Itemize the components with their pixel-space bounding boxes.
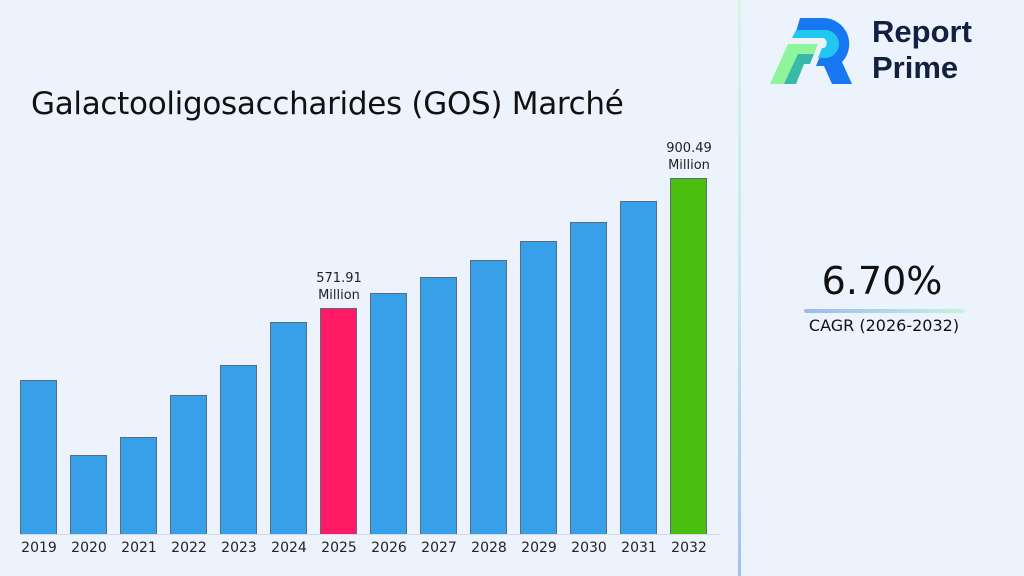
x-tick-label: 2032	[671, 540, 707, 556]
x-tick-label: 2025	[321, 540, 357, 556]
value-label-2025: 571.91 Million	[316, 271, 362, 303]
x-tick-label: 2029	[521, 540, 557, 556]
bar-2020	[70, 455, 107, 534]
bar-2023	[220, 365, 257, 534]
bar-2026	[370, 293, 407, 534]
bar-2022	[170, 395, 207, 534]
bar-2031	[620, 201, 657, 534]
x-tick-label: 2021	[121, 540, 157, 556]
bar-2030	[570, 222, 607, 534]
report-prime-logo-icon	[770, 18, 852, 84]
cagr-label: CAGR (2026-2032)	[808, 316, 960, 335]
value-label-2032: 900.49 Million	[666, 141, 712, 173]
x-tick-label: 2024	[271, 540, 307, 556]
cagr-value: 6.70%	[821, 259, 943, 303]
bar-chart: 2019 2020 2021 2022 2023 2024 2025 571.91 Millio…	[14, 140, 726, 576]
x-tick-label: 2019	[21, 540, 57, 556]
chart-title: Galactooligosaccharides (GOS) Marché	[31, 86, 624, 122]
brand-line-2: Prime	[872, 50, 959, 85]
x-axis-line	[20, 534, 720, 535]
x-tick-label: 2030	[571, 540, 607, 556]
report-prime-logo: Report Prime	[768, 14, 1008, 90]
x-tick-label: 2022	[171, 540, 207, 556]
panel-divider	[738, 0, 741, 576]
x-tick-label: 2028	[471, 540, 507, 556]
x-tick-label: 2020	[71, 540, 107, 556]
bar-2027	[420, 277, 457, 534]
x-tick-label: 2027	[421, 540, 457, 556]
x-tick-label: 2023	[221, 540, 257, 556]
brand-name: Report Prime	[872, 14, 972, 86]
bar-2032	[670, 178, 707, 534]
bar-2029	[520, 241, 557, 534]
bar-2024	[270, 322, 307, 534]
cagr-underline	[804, 309, 964, 313]
x-tick-label: 2026	[371, 540, 407, 556]
bar-2028	[470, 260, 507, 534]
bar-2021	[120, 437, 157, 534]
x-tick-label: 2031	[621, 540, 657, 556]
brand-line-1: Report	[872, 14, 972, 49]
bar-2019	[20, 380, 57, 534]
bar-2025	[320, 308, 357, 534]
